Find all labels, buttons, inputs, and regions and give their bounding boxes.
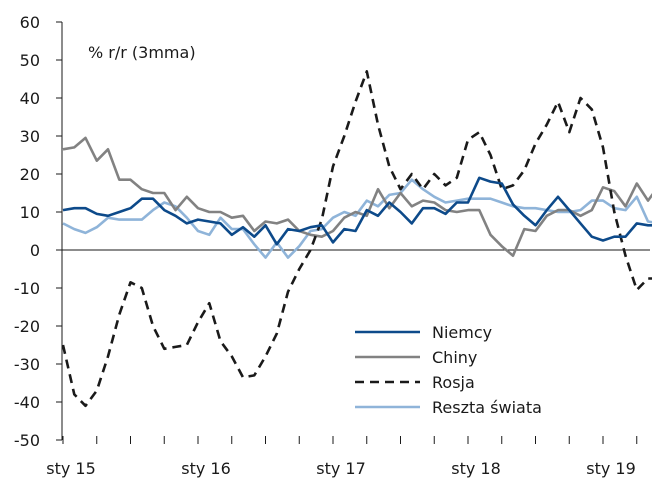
- series-line-rosja: [61, 70, 652, 408]
- legend-label: Niemcy: [432, 323, 492, 342]
- y-tick-label: 0: [30, 241, 40, 260]
- x-tick-label: sty 16: [181, 459, 231, 478]
- series-layer: [61, 70, 652, 408]
- y-tick-label: -50: [14, 431, 40, 450]
- y-tick-label: 50: [20, 51, 40, 70]
- y-tick-label: -30: [14, 355, 40, 374]
- unit-label: % r/r (3mma): [88, 43, 196, 62]
- series-line-chiny: [62, 136, 652, 257]
- legend-label: Rosja: [432, 373, 475, 392]
- x-tick-label: sty 15: [46, 459, 96, 478]
- y-tick-label: 40: [20, 89, 40, 108]
- legend: Niemcy Chiny Rosja Reszta świata: [355, 323, 542, 417]
- y-tick-label: -10: [14, 279, 40, 298]
- x-tick-label: sty 17: [316, 459, 366, 478]
- x-axis: sty 15 sty 16 sty 17 sty 18 sty 19: [46, 249, 650, 478]
- legend-label: Chiny: [432, 348, 477, 367]
- legend-label: Reszta świata: [432, 398, 542, 417]
- y-tick-label: 10: [20, 203, 40, 222]
- series-line-niemcy: [62, 176, 652, 246]
- y-tick-label: 20: [20, 165, 40, 184]
- y-tick-label: -40: [14, 393, 40, 412]
- y-tick-label: -20: [14, 317, 40, 336]
- y-tick-label: 30: [20, 127, 40, 146]
- y-axis: 60 50 40 30 20 10 0 -10 -20 -30 -40 -50: [14, 13, 63, 450]
- y-tick-label: 60: [20, 13, 40, 32]
- x-tick-label: sty 18: [451, 459, 501, 478]
- x-tick-label: sty 19: [586, 459, 636, 478]
